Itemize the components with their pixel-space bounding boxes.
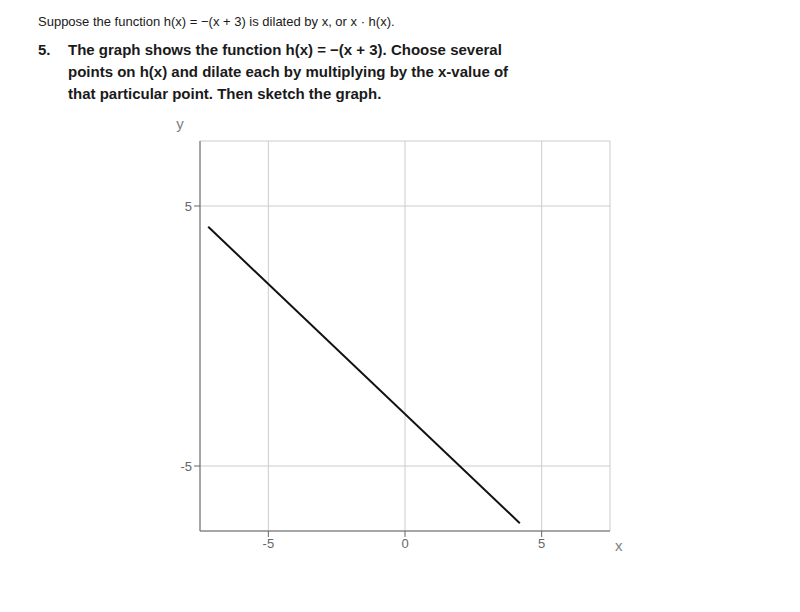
html-text:that particular point. Then sk: that particular point. Then sketch the g… bbox=[68, 85, 382, 102]
html-text:5.: 5. bbox=[38, 41, 51, 58]
svg-text:y: y bbox=[176, 115, 184, 132]
html-text:The graph shows the function h: The graph shows the function h(x) = −(x … bbox=[68, 41, 502, 58]
svg-text:5: 5 bbox=[185, 199, 192, 214]
svg-text:x: x bbox=[615, 537, 623, 554]
svg-text:0: 0 bbox=[401, 536, 408, 551]
html-text:points on h(x) and dilate each: points on h(x) and dilate each by multip… bbox=[68, 63, 508, 80]
svg-text:-5: -5 bbox=[180, 459, 192, 474]
svg-text:5: 5 bbox=[538, 536, 545, 551]
svg-text:-5: -5 bbox=[263, 536, 275, 551]
html-text:Suppose the function h(x) = −(: Suppose the function h(x) = −(x + 3) is … bbox=[38, 14, 395, 29]
